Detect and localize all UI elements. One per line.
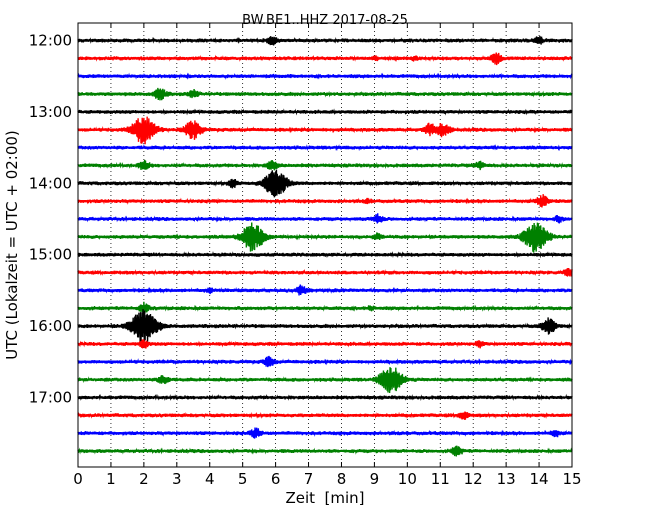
x-tick-label: 4 [205, 470, 215, 488]
x-tick-label: 0 [73, 470, 83, 488]
x-axis-ticks: 0 1 2 3 4 5 6 7 8 9 10 11 12 13 14 15 [73, 23, 582, 488]
trace-series-group [77, 35, 573, 457]
trace-line [77, 301, 573, 315]
x-tick-label: 5 [238, 470, 248, 488]
y-axis-label: UTC (Lokalzeit = UTC + 02:00) [3, 130, 21, 360]
x-tick-label: 7 [304, 470, 314, 488]
y-tick-label: 13:00 [29, 103, 72, 121]
y-axis-ticks: 12:00 13:00 14:00 15:00 16:00 17:00 [29, 32, 572, 407]
y-tick-label: 15:00 [29, 246, 72, 264]
x-tick-label: 2 [139, 470, 149, 488]
chart-title: BW.BE1..HHZ 2017-08-25 [242, 13, 408, 28]
x-tick-label: 6 [271, 470, 281, 488]
y-tick-label: 12:00 [29, 32, 72, 50]
x-tick-label: 12 [464, 470, 483, 488]
x-tick-label: 13 [497, 470, 516, 488]
y-tick-label: 16:00 [29, 317, 72, 335]
trace-line [77, 339, 573, 349]
x-tick-label: 9 [370, 470, 380, 488]
plot-frame [77, 22, 573, 468]
x-tick-label: 11 [431, 470, 450, 488]
y-tick-label: 17:00 [29, 389, 72, 407]
x-tick-label: 3 [172, 470, 182, 488]
x-tick-label: 10 [398, 470, 417, 488]
x-gridlines [110, 23, 540, 467]
x-tick-label: 14 [530, 470, 549, 488]
x-tick-label: 8 [337, 470, 347, 488]
x-axis-label: Zeit [min] [285, 489, 364, 507]
x-tick-label: 1 [106, 470, 116, 488]
x-tick-label: 15 [562, 470, 581, 488]
y-tick-label: 14:00 [29, 174, 72, 192]
